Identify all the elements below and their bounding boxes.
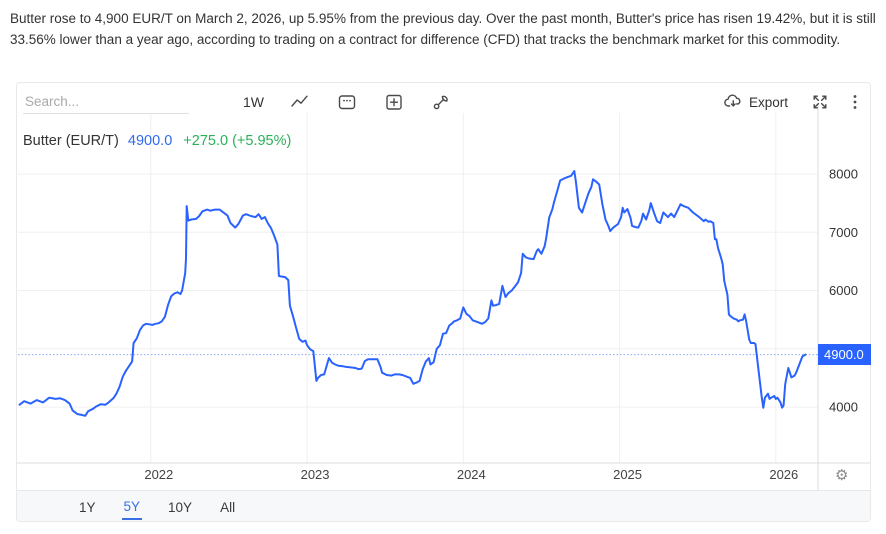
gear-icon[interactable]: ⚙: [835, 466, 849, 484]
x-axis-label: 2023: [301, 467, 330, 482]
range-tab-all[interactable]: All: [220, 499, 236, 515]
x-axis-label: 2026: [769, 467, 798, 482]
cloud-download-icon: [723, 92, 744, 112]
price-summary-text: Butter rose to 4,900 EUR/T on March 2, 2…: [10, 11, 876, 47]
y-axis-label: 7000: [829, 225, 858, 240]
wrench-icon[interactable]: [431, 92, 451, 112]
range-tab-bar: 1Y 5Y 10Y All: [17, 490, 870, 521]
range-tab-10y[interactable]: 10Y: [168, 499, 193, 515]
chart-widget: 1W: [16, 82, 871, 522]
range-tab-1y[interactable]: 1Y: [79, 499, 96, 515]
series-name: Butter (EUR/T): [23, 133, 119, 149]
chart-toolbar: 1W: [17, 83, 870, 121]
range-tab-5y[interactable]: 5Y: [121, 493, 143, 520]
search-input[interactable]: [23, 90, 189, 114]
export-label: Export: [748, 94, 788, 110]
x-axis-label: 2022: [144, 467, 173, 482]
y-axis-label: 6000: [829, 283, 858, 298]
series-change: +275.0 (+5.95%): [183, 133, 292, 149]
add-compare-icon[interactable]: [384, 92, 404, 112]
kebab-menu-icon[interactable]: [852, 92, 858, 112]
calendar-icon[interactable]: [337, 92, 357, 112]
x-axis-label: 2024: [457, 467, 486, 482]
export-button[interactable]: Export: [723, 92, 788, 112]
expand-icon[interactable]: [810, 92, 830, 112]
x-axis-label: 2025: [613, 467, 642, 482]
current-price-label: 4900.0: [818, 344, 871, 366]
y-axis-label: 8000: [829, 167, 858, 182]
line-chart-icon[interactable]: [290, 92, 310, 112]
y-axis-label: 4000: [829, 400, 858, 415]
price-series-path: [18, 170, 807, 417]
series-price: 4900.0: [127, 133, 173, 149]
chart-legend: Butter (EUR/T) 4900.0 +275.0 (+5.95%): [23, 133, 291, 149]
price-chart[interactable]: 2022202320242025202640005000600070008000: [17, 83, 870, 521]
interval-button[interactable]: 1W: [243, 94, 264, 110]
